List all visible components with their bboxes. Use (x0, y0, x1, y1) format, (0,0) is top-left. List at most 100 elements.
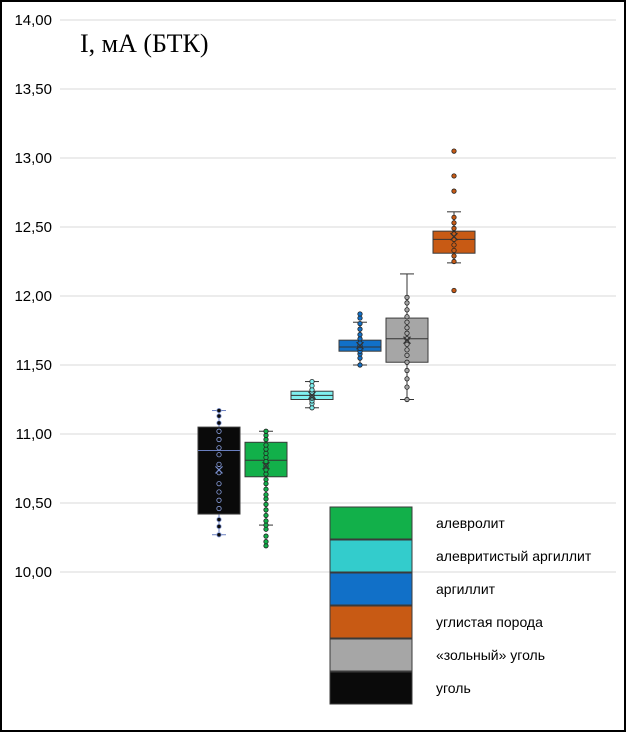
data-point (404, 325, 410, 331)
box-body (432, 230, 476, 254)
data-point (263, 492, 269, 498)
data-point (216, 516, 222, 523)
data-point (216, 505, 222, 512)
data-point (357, 332, 363, 338)
data-point (263, 533, 269, 539)
data-point (216, 407, 222, 414)
data-point (216, 413, 222, 419)
data-point (216, 420, 222, 426)
data-point (404, 341, 410, 347)
data-point (357, 326, 363, 332)
data-point (451, 173, 457, 179)
mean-marker (308, 391, 316, 400)
data-point (404, 352, 410, 358)
data-point (357, 355, 363, 361)
box-3 (290, 378, 334, 411)
y-tick-label: 11,50 (16, 357, 52, 374)
legend-swatch (329, 605, 413, 639)
data-point (357, 320, 363, 327)
data-point (263, 432, 269, 438)
legend-swatch (329, 671, 413, 705)
data-point (309, 378, 315, 385)
data-point (309, 383, 315, 389)
data-point (404, 314, 410, 320)
y-tick-label: 11,00 (16, 426, 52, 443)
data-point (404, 319, 410, 325)
data-point (404, 396, 410, 403)
legend-label: углистая порода (436, 614, 543, 630)
y-tick-label: 10,50 (14, 495, 52, 512)
mean-marker (215, 465, 223, 474)
data-point (404, 367, 410, 374)
legend-swatch (329, 572, 413, 606)
mean-marker (356, 341, 364, 350)
data-point (404, 330, 410, 336)
y-tick-label: 12,50 (14, 219, 52, 236)
data-point (404, 347, 410, 353)
data-point (451, 247, 457, 254)
data-point (263, 507, 269, 513)
data-point (451, 220, 457, 226)
box-4 (338, 311, 382, 368)
y-tick-label: 14,00 (14, 12, 52, 29)
data-point (263, 442, 269, 448)
data-point (404, 384, 410, 390)
data-point (216, 445, 222, 451)
data-point (216, 481, 222, 487)
gridlines (60, 19, 616, 573)
data-point (451, 258, 457, 265)
data-point (263, 539, 269, 545)
data-point (451, 253, 457, 259)
data-point (263, 501, 269, 507)
y-axis: 10,00 10,50 11,00 11,50 12,00 12,50 13,00 13,50… (14, 12, 52, 581)
data-point (451, 214, 457, 220)
legend-label: уголь (436, 680, 471, 696)
mean-marker (450, 232, 458, 241)
legend: алевролит алевритистый аргиллит аргиллит уг… (329, 506, 592, 705)
legend-label: аргиллит (436, 581, 496, 597)
box-5 (385, 273, 429, 403)
legend-label: алевритистый аргиллит (436, 548, 592, 564)
legend-swatch (329, 638, 413, 672)
box-1 (197, 407, 241, 538)
data-point (216, 436, 222, 443)
data-point (357, 311, 363, 317)
y-tick-label: 13,00 (14, 150, 52, 167)
legend-label: алевролит (436, 515, 505, 531)
mean-marker (403, 336, 411, 345)
data-point (404, 359, 410, 365)
data-point (357, 362, 363, 368)
box-2 (244, 428, 288, 549)
legend-label: «зольный» уголь (436, 647, 545, 663)
data-point (263, 512, 269, 519)
data-point (451, 287, 457, 294)
data-point (451, 225, 457, 231)
data-point (263, 458, 269, 465)
box-series (197, 148, 476, 549)
data-point (451, 148, 457, 154)
y-tick-label: 10,00 (14, 564, 52, 581)
data-point (263, 467, 269, 473)
data-point (216, 428, 222, 434)
data-point (216, 452, 222, 458)
data-point (216, 489, 222, 495)
data-point (263, 522, 269, 528)
legend-swatch (329, 539, 413, 573)
data-point (263, 518, 269, 524)
data-point (263, 428, 269, 434)
data-point (451, 242, 457, 248)
data-point (404, 300, 410, 306)
y-tick-label: 13,50 (14, 81, 52, 98)
legend-swatch (329, 506, 413, 540)
data-point (216, 461, 222, 467)
data-point (216, 523, 222, 530)
box-6 (432, 148, 476, 294)
data-point (263, 486, 269, 492)
data-point (404, 294, 410, 300)
data-point (451, 188, 457, 194)
data-point (216, 497, 222, 503)
mean-marker (262, 461, 270, 470)
data-point (216, 532, 222, 538)
data-point (404, 307, 410, 313)
